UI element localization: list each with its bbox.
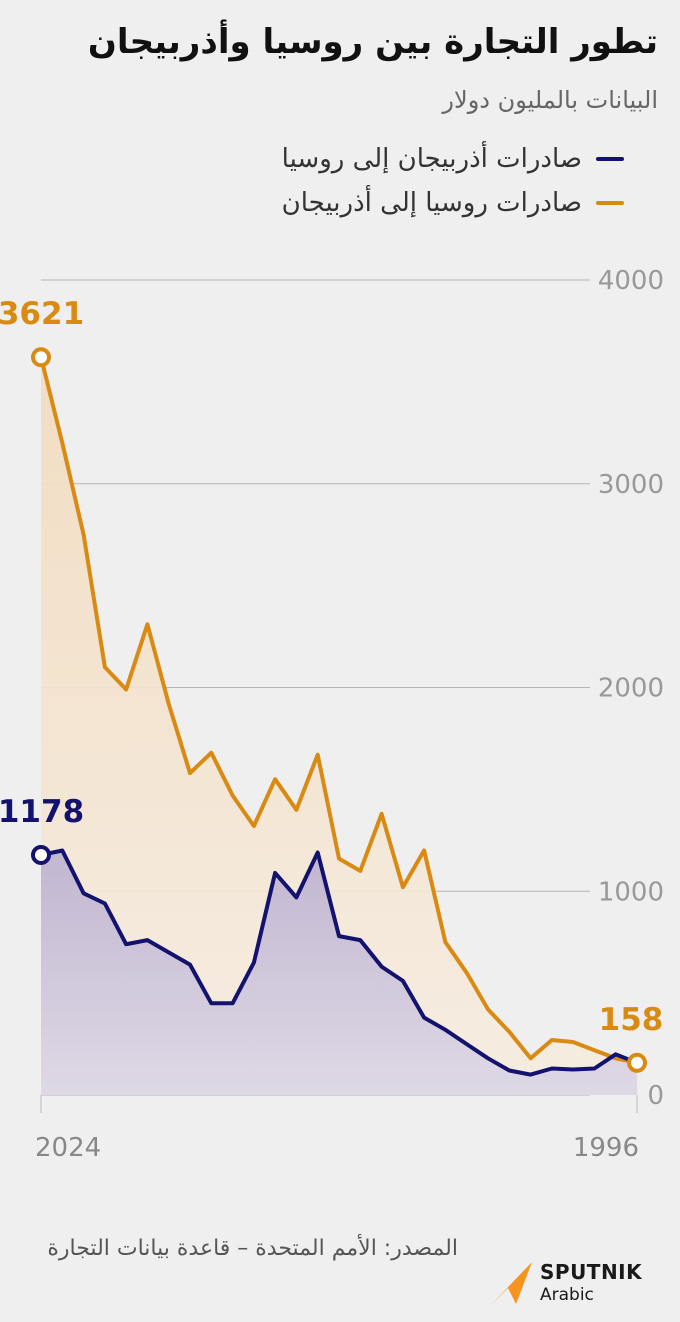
data-label: 1178 xyxy=(0,794,84,830)
legend-item-azerbaijan-exports: صادرات أذربيجان إلى روسيا xyxy=(282,144,624,174)
series-area xyxy=(41,850,637,1095)
y-tick-label: 3000 xyxy=(598,470,664,500)
logo-sub: Arabic xyxy=(540,1285,594,1305)
legend-label: صادرات أذربيجان إلى روسيا xyxy=(281,144,582,174)
sputnik-logo: SPUTNIK Arabic xyxy=(486,1256,666,1312)
legend-swatch-navy xyxy=(596,157,624,161)
x-tick-label: 1996 xyxy=(573,1133,639,1163)
series-line xyxy=(39,848,639,1077)
y-tick-label: 4000 xyxy=(598,266,664,296)
series-area xyxy=(41,357,637,1095)
area-fills xyxy=(41,357,637,1095)
legend-swatch-orange xyxy=(596,201,624,205)
axis-ticks: 0 1000 2000 3000 4000 2024 1996 xyxy=(35,266,664,1163)
data-label: 3621 xyxy=(0,296,84,332)
logo-brand: SPUTNIK xyxy=(540,1260,643,1284)
y-tick-label: 0 xyxy=(647,1081,664,1111)
y-tick-label: 1000 xyxy=(598,877,664,907)
series-line xyxy=(39,355,639,1065)
series-lines xyxy=(39,355,639,1077)
chart-subtitle: البيانات بالمليون دولار xyxy=(442,86,658,114)
y-tick-label: 2000 xyxy=(598,674,664,704)
endpoint-marker xyxy=(31,844,51,865)
legend-label: صادرات روسيا إلى أذربيجان xyxy=(281,188,582,218)
endpoint-marker xyxy=(627,1052,647,1073)
source-note: المصدر: الأمم المتحدة – قاعدة بيانات الت… xyxy=(47,1236,458,1261)
endpoint-marker xyxy=(31,347,51,368)
line-chart: 0 1000 2000 3000 4000 2024 1996 3621 1178 158 xyxy=(0,266,664,1163)
chart-title: تطور التجارة بين روسيا وأذربيجان xyxy=(87,22,658,62)
sputnik-logo-icon xyxy=(490,1262,532,1306)
data-label: 158 xyxy=(599,1002,664,1038)
legend-item-russia-exports: صادرات روسيا إلى أذربيجان xyxy=(282,188,624,218)
annotations: 3621 1178 158 xyxy=(0,296,664,1073)
x-tick-label: 2024 xyxy=(35,1133,101,1163)
